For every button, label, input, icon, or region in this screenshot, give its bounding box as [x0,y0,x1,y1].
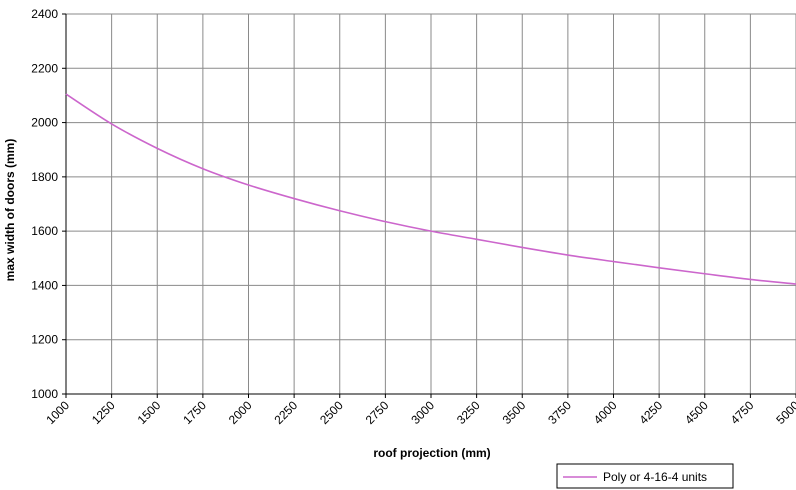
series-line-0 [65,93,796,285]
y-tick-label: 2000 [31,116,58,130]
legend-label-poly-units: Poly or 4-16-4 units [603,470,707,484]
x-tick-label: 3250 [454,398,483,427]
series-lines [65,93,796,285]
x-tick-label: 2750 [363,398,392,427]
y-tick-label: 1000 [31,387,58,401]
x-tick-label: 5000 [773,398,796,427]
axes [62,13,796,398]
grid-lines [66,13,796,394]
legend-box [556,463,734,489]
y-tick-label: 2400 [31,7,58,21]
x-axis-title: roof projection (mm) [373,446,490,460]
x-tick-labels: 1000 1250 1500 1750 2000 2250 2500 2750 3000 3250… [43,398,796,427]
x-tick-label: 1000 [43,398,72,427]
y-axis-title: max width of doors (mm) [3,139,17,282]
x-tick-label: 2000 [226,398,255,427]
legend: Poly or 4-16-4 units [556,463,734,489]
y-tick-label: 1200 [31,333,58,347]
x-tick-label: 3000 [408,398,437,427]
x-tick-label: 4750 [728,398,757,427]
y-tick-label: 1400 [31,278,58,292]
y-tick-label: 1600 [31,224,58,238]
x-tick-label: 2250 [271,398,300,427]
x-tick-label: 3500 [500,398,529,427]
x-tick-label: 1500 [135,398,164,427]
x-tick-label: 2500 [317,398,346,427]
y-tick-label: 1800 [31,170,58,184]
y-tick-labels: 1000 1200 1400 1600 1800 2000 2200 2400 [31,7,58,401]
y-tick-label: 2200 [31,61,58,75]
x-tick-label: 4000 [591,398,620,427]
x-tick-label: 1250 [89,398,118,427]
x-tick-label: 1750 [180,398,209,427]
x-tick-label: 4250 [636,398,665,427]
x-tick-label: 3750 [545,398,574,427]
x-tick-label: 4500 [682,398,711,427]
